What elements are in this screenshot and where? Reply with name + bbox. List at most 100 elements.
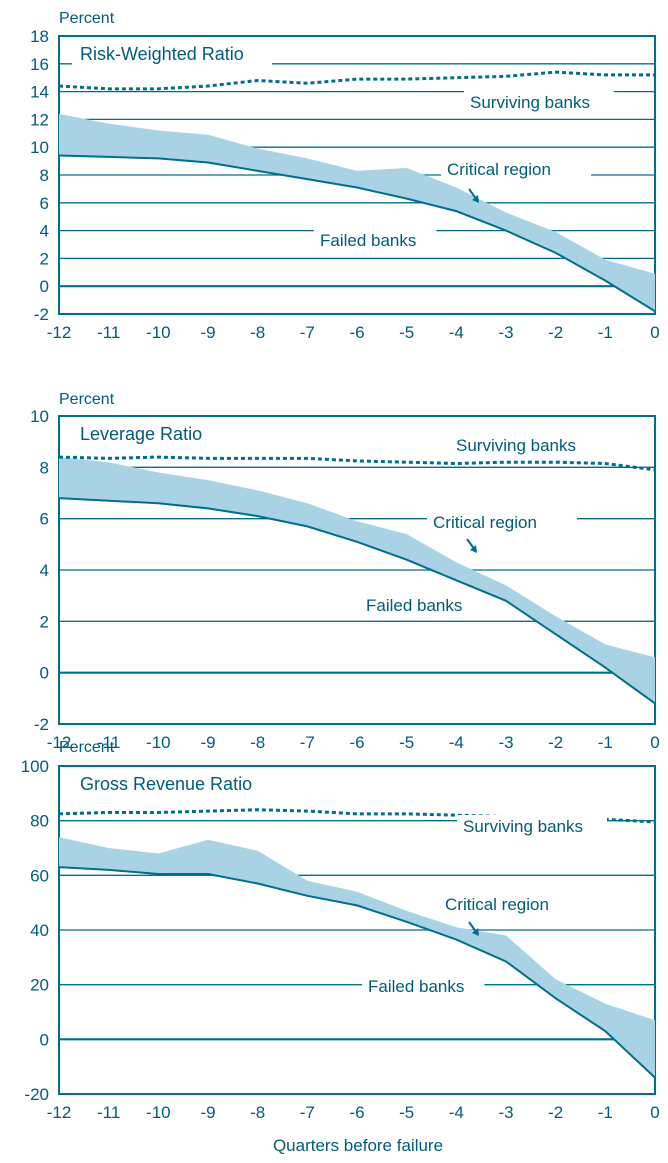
x-tick-label: -11: [97, 733, 120, 752]
y-tick-label: 40: [30, 921, 49, 940]
x-tick-label: -5: [399, 323, 414, 342]
y-tick-label: 6: [40, 510, 49, 529]
x-tick-label: -9: [200, 733, 215, 752]
y-tick-label: 12: [30, 110, 49, 129]
x-tick-label: -12: [47, 733, 72, 752]
y-axis-title: Percent: [59, 739, 115, 756]
x-tick-label: -10: [146, 1103, 171, 1122]
x-tick-label: -1: [598, 1103, 613, 1122]
x-tick-label: -11: [97, 323, 120, 342]
failed-banks-line: [58, 154, 656, 313]
x-tick-label: -9: [200, 1103, 215, 1122]
critical-region-band: [59, 113, 655, 312]
label-backdrop: [464, 91, 614, 113]
critical-region-band: [59, 837, 655, 1078]
label-backdrop: [441, 158, 591, 180]
critical-region-band: [59, 457, 655, 704]
x-tick-label: -2: [548, 1103, 563, 1122]
label-backdrop: [450, 434, 600, 456]
critical-region-label: Critical region: [445, 895, 549, 914]
y-tick-label: 100: [21, 757, 49, 776]
panel-title: Risk-Weighted Ratio: [80, 44, 244, 64]
x-tick-label: -8: [250, 323, 265, 342]
x-tick-label: -4: [449, 1103, 464, 1122]
y-axis-title: Percent: [59, 10, 115, 27]
y-tick-label: 0: [40, 664, 49, 683]
panel-title: Leverage Ratio: [80, 424, 202, 444]
surviving-banks-line: [58, 70, 655, 91]
x-tick-label: -10: [146, 323, 171, 342]
x-tick-label: -1: [598, 323, 613, 342]
label-backdrop: [427, 511, 577, 533]
x-tick-label: -9: [200, 323, 215, 342]
surviving-banks-line: [58, 455, 656, 472]
y-tick-label: 14: [30, 83, 49, 102]
x-tick-label: -6: [349, 323, 364, 342]
x-tick-label: -7: [300, 323, 315, 342]
x-tick-label: -6: [349, 1103, 364, 1122]
x-tick-label: 0: [650, 323, 659, 342]
x-tick-label: -5: [399, 1103, 414, 1122]
x-tick-label: 0: [650, 1103, 659, 1122]
y-tick-label: -2: [34, 715, 49, 734]
y-tick-label: 0: [40, 277, 49, 296]
x-tick-label: -6: [349, 733, 364, 752]
y-tick-label: -2: [34, 305, 49, 324]
x-tick-label: -7: [300, 733, 315, 752]
arrow-head: [470, 545, 477, 553]
failed-banks-label: Failed banks: [366, 596, 462, 615]
x-tick-label: -2: [548, 323, 563, 342]
surviving-banks-line: [58, 808, 656, 824]
title-backdrop: [72, 773, 272, 796]
critical-region-label: Critical region: [447, 160, 551, 179]
x-tick-label: -12: [47, 1103, 72, 1122]
y-tick-label: 2: [40, 249, 49, 268]
surviving-banks-label: Surviving banks: [463, 817, 583, 836]
failed-banks-label: Failed banks: [320, 231, 416, 250]
y-tick-label: 4: [40, 222, 49, 241]
x-tick-label: -12: [47, 323, 72, 342]
label-backdrop: [360, 594, 483, 616]
x-tick-label: -3: [498, 1103, 513, 1122]
failed-banks-label: Failed banks: [368, 977, 464, 996]
x-tick-label: -3: [498, 733, 513, 752]
x-tick-label: -8: [250, 1103, 265, 1122]
y-tick-label: 16: [30, 55, 49, 74]
y-tick-label: 0: [40, 1030, 49, 1049]
panel-title: Gross Revenue Ratio: [80, 774, 252, 794]
label-backdrop: [457, 815, 607, 837]
x-tick-label: -2: [548, 733, 563, 752]
title-backdrop: [72, 43, 272, 66]
label-backdrop: [314, 229, 437, 251]
x-tick-label: -1: [598, 733, 613, 752]
y-tick-label: 80: [30, 812, 49, 831]
x-tick-label: -3: [498, 323, 513, 342]
y-tick-label: -20: [24, 1085, 49, 1104]
title-backdrop: [72, 423, 222, 446]
critical-region-label: Critical region: [433, 513, 537, 532]
x-tick-label: -7: [300, 1103, 315, 1122]
y-tick-label: 20: [30, 976, 49, 995]
surviving-banks-label: Surviving banks: [456, 436, 576, 455]
arrow-head: [472, 928, 479, 936]
x-tick-label: -4: [449, 733, 464, 752]
label-backdrop: [439, 893, 589, 915]
y-tick-label: 10: [30, 138, 49, 157]
surviving-banks-label: Surviving banks: [470, 93, 590, 112]
x-tick-label: 0: [650, 733, 659, 752]
y-tick-label: 4: [40, 561, 49, 580]
y-tick-label: 10: [30, 407, 49, 426]
failed-banks-line: [58, 497, 656, 705]
y-tick-label: 6: [40, 194, 49, 213]
failed-banks-line: [58, 866, 656, 1079]
label-backdrop: [362, 975, 485, 997]
y-tick-label: 60: [30, 866, 49, 885]
x-tick-label: -11: [97, 1103, 120, 1122]
y-axis-title: Percent: [59, 391, 115, 408]
y-tick-label: 2: [40, 612, 49, 631]
arrow-head: [472, 195, 479, 203]
